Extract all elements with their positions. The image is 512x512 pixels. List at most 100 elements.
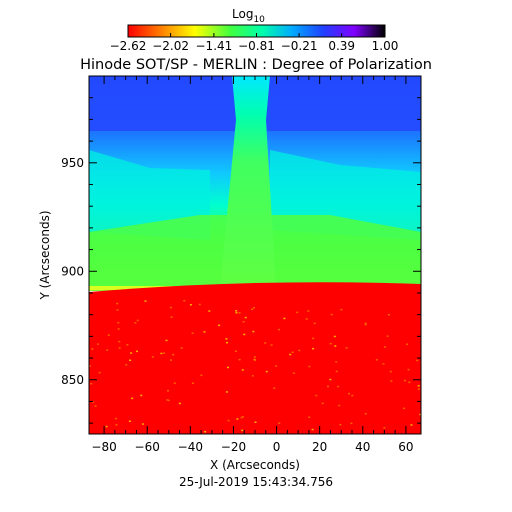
x-tick-label: 40 bbox=[355, 440, 370, 454]
disk-speckle bbox=[408, 381, 411, 384]
y-tick-label: 850 bbox=[61, 373, 84, 387]
disk-speckle bbox=[321, 402, 324, 405]
disk-speckle bbox=[340, 308, 343, 311]
disk-speckle bbox=[330, 313, 333, 316]
disk-speckle bbox=[389, 370, 392, 373]
colorbar-tick-label: 1.00 bbox=[372, 39, 399, 53]
disk-speckle bbox=[241, 429, 244, 432]
disk-speckle bbox=[273, 387, 276, 389]
disk-speckle bbox=[289, 353, 292, 356]
disk-speckle bbox=[134, 322, 137, 324]
disk-speckle bbox=[253, 356, 256, 358]
disk-speckle bbox=[307, 310, 310, 312]
disk-speckle bbox=[151, 356, 154, 358]
disk-speckle bbox=[243, 333, 246, 336]
disk-speckle bbox=[167, 390, 169, 392]
disk-speckle bbox=[169, 306, 172, 309]
disk-speckle bbox=[345, 347, 348, 349]
colorbar-tick-label: −0.21 bbox=[281, 39, 318, 53]
disk-speckle bbox=[251, 375, 254, 377]
disk-speckle bbox=[238, 312, 241, 314]
disk-speckle bbox=[235, 310, 238, 312]
disk-speckle bbox=[404, 379, 406, 382]
disk-speckle bbox=[283, 317, 286, 320]
disk-speckle bbox=[338, 404, 341, 407]
x-tick-label: 0 bbox=[273, 440, 281, 454]
colorbar-ticks: −2.62 −2.02 −1.41 −0.81 −0.21 0.39 1.00 bbox=[110, 33, 399, 53]
disk-speckle bbox=[140, 394, 143, 397]
disk-speckle bbox=[305, 318, 308, 320]
timestamp: 25-Jul-2019 15:43:34.756 bbox=[179, 475, 333, 489]
disk-speckle bbox=[141, 423, 144, 425]
disk-speckle bbox=[117, 321, 120, 324]
disk-speckle bbox=[364, 323, 367, 326]
disk-speckle bbox=[238, 358, 241, 361]
disk-speckle bbox=[126, 344, 129, 346]
disk-speckle bbox=[189, 304, 192, 306]
disk-speckle bbox=[208, 310, 211, 312]
disk-speckle bbox=[406, 343, 409, 345]
disk-speckle bbox=[116, 309, 119, 311]
y-axis: 850 900 950 bbox=[61, 97, 421, 424]
disk-speckle bbox=[403, 407, 406, 410]
disk-speckle bbox=[118, 347, 121, 349]
disk-speckle bbox=[107, 334, 110, 336]
disk-speckle bbox=[136, 319, 139, 322]
disk-speckle bbox=[251, 308, 254, 311]
disk-speckle bbox=[183, 300, 186, 302]
colorbar-label: Log10 bbox=[232, 7, 265, 25]
x-axis: −80 −60 −40 −20 0 20 40 60 bbox=[91, 76, 414, 454]
disk-speckle bbox=[308, 365, 311, 368]
disk-speckle bbox=[115, 417, 118, 420]
disk-speckle bbox=[242, 321, 245, 323]
disk-speckle bbox=[167, 399, 170, 402]
disk-speckle bbox=[265, 370, 268, 373]
disk-speckle bbox=[386, 335, 389, 337]
solar-disk bbox=[89, 282, 421, 434]
disk-speckle bbox=[383, 346, 386, 348]
x-axis-label: X (Arcseconds) bbox=[210, 458, 300, 472]
disk-speckle bbox=[382, 363, 385, 365]
disk-speckle bbox=[218, 324, 221, 327]
disk-speckle bbox=[94, 405, 97, 407]
disk-speckle bbox=[327, 385, 329, 388]
disk-speckle bbox=[178, 402, 181, 405]
colorbar-tick-label: −0.81 bbox=[238, 39, 275, 53]
disk-speckle bbox=[125, 364, 128, 366]
disk-speckle bbox=[235, 312, 238, 314]
disk-speckle bbox=[160, 352, 163, 355]
disk-speckle bbox=[252, 330, 255, 333]
disk-speckle bbox=[144, 300, 147, 302]
disk-speckle bbox=[335, 370, 338, 373]
disk-speckle bbox=[227, 419, 230, 422]
disk-speckle bbox=[337, 385, 340, 388]
disk-speckle bbox=[364, 322, 367, 325]
disk-speckle bbox=[131, 397, 134, 400]
disk-speckle bbox=[351, 394, 354, 397]
disk-speckle bbox=[118, 340, 121, 343]
jet-column bbox=[220, 76, 276, 290]
y-axis-label: Y (Arcseconds) bbox=[38, 210, 52, 300]
disk-speckle bbox=[200, 374, 203, 377]
colorbar-tick-label: −2.02 bbox=[152, 39, 189, 53]
disk-speckle bbox=[407, 368, 410, 371]
disk-speckle bbox=[105, 425, 108, 428]
disk-speckle bbox=[128, 420, 131, 422]
disk-speckle bbox=[106, 349, 109, 351]
disk-speckle bbox=[329, 378, 332, 381]
disk-speckle bbox=[419, 413, 421, 416]
colorbar-tick-label: 0.39 bbox=[328, 39, 355, 53]
disk-speckle bbox=[98, 371, 101, 374]
disk-speckle bbox=[410, 424, 413, 426]
x-tick-label: −60 bbox=[135, 440, 160, 454]
disk-speckle bbox=[350, 422, 353, 425]
disk-speckle bbox=[334, 345, 337, 347]
disk-speckle bbox=[291, 351, 294, 353]
colorbar-tick-label: −2.62 bbox=[110, 39, 147, 53]
disk-speckle bbox=[180, 347, 183, 349]
disk-speckle bbox=[226, 341, 228, 344]
disk-speckle bbox=[417, 385, 420, 387]
colorbar-tick-label: −1.41 bbox=[196, 39, 233, 53]
disk-speckle bbox=[170, 316, 173, 318]
disk-speckle bbox=[375, 359, 378, 361]
